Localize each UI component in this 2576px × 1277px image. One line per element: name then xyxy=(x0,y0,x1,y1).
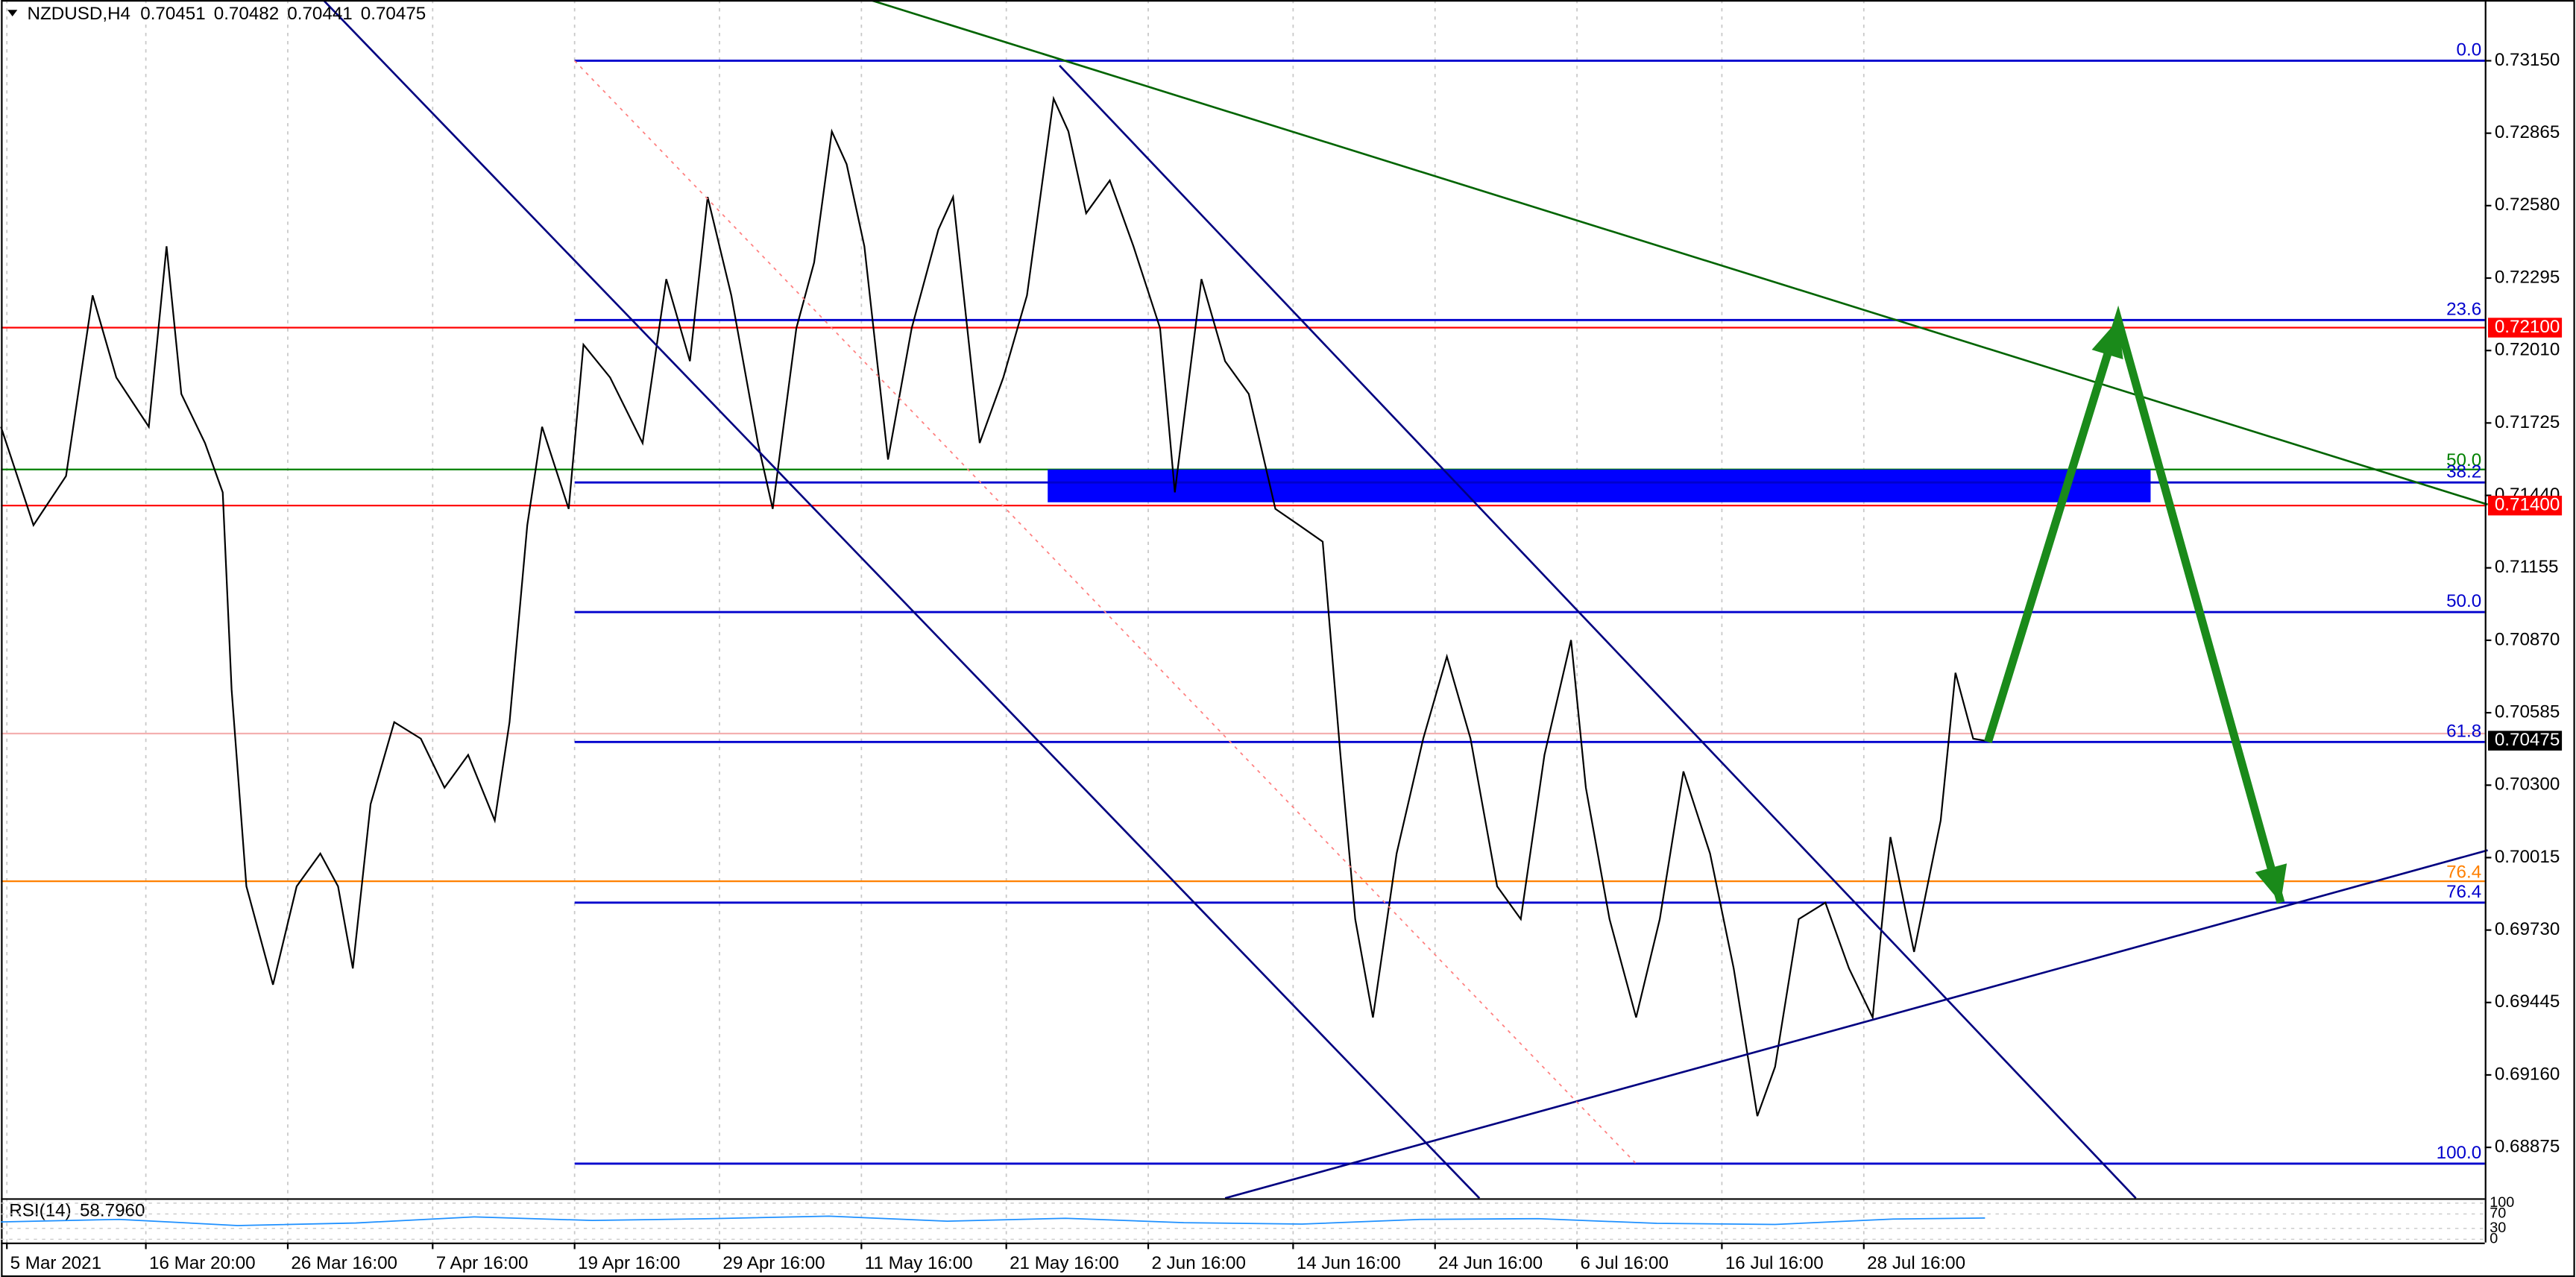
x-tick-label: 2 Jun 16:00 xyxy=(1151,1253,1246,1273)
fib-label: 61.8 xyxy=(2446,721,2481,741)
price-tag-label: 0.72100 xyxy=(2495,317,2560,337)
x-tick-label: 21 May 16:00 xyxy=(1010,1253,1119,1273)
ohlc-value: 0.70441 xyxy=(287,4,353,24)
y-tick-label: 0.72010 xyxy=(2495,340,2560,360)
level-label: 76.4 xyxy=(2446,863,2481,883)
y-tick-label: 0.69445 xyxy=(2495,991,2560,1012)
fib-label: 0.0 xyxy=(2457,40,2482,60)
x-tick-label: 24 Jun 16:00 xyxy=(1438,1253,1543,1273)
y-tick-label: 0.70015 xyxy=(2495,847,2560,867)
y-tick-label: 0.72580 xyxy=(2495,195,2560,215)
fib-label: 23.6 xyxy=(2446,299,2481,319)
fib-label: 50.0 xyxy=(2446,591,2481,611)
ohlc-value: 0.70451 xyxy=(140,4,205,24)
y-tick-label: 0.69730 xyxy=(2495,919,2560,939)
y-tick-label: 0.72295 xyxy=(2495,267,2560,287)
fib-label: 76.4 xyxy=(2446,882,2481,902)
trendline xyxy=(574,60,1637,1164)
rsi-tick-label: 30 xyxy=(2490,1220,2506,1236)
fib-label: 38.2 xyxy=(2446,461,2481,482)
rsi-tick-label: 0 xyxy=(2490,1231,2498,1247)
ohlc-value: 0.70482 xyxy=(214,4,279,24)
y-tick-label: 0.71725 xyxy=(2495,412,2560,432)
rsi-title: RSI(14) xyxy=(9,1200,71,1220)
fib-label: 100.0 xyxy=(2437,1143,2482,1163)
menu-triangle xyxy=(7,10,18,17)
trendline xyxy=(869,0,2488,506)
rsi-tick-label: 100 xyxy=(2490,1194,2514,1211)
ohlc-value: 0.70475 xyxy=(361,4,426,24)
price-tag xyxy=(2488,318,2563,338)
x-tick-label: 11 May 16:00 xyxy=(865,1253,973,1273)
zone xyxy=(1048,469,2151,502)
x-tick-label: 16 Mar 20:00 xyxy=(149,1253,256,1273)
x-tick-label: 14 Jun 16:00 xyxy=(1297,1253,1401,1273)
rsi-line xyxy=(1,1215,1985,1226)
rsi-tick-label: 70 xyxy=(2490,1205,2506,1222)
level-label: 50.0 xyxy=(2446,450,2481,470)
y-tick-label: 0.70300 xyxy=(2495,775,2560,795)
x-tick-label: 28 Jul 16:00 xyxy=(1867,1253,1965,1273)
y-tick-label: 0.69160 xyxy=(2495,1064,2560,1084)
arrow-head xyxy=(2091,320,2123,360)
rsi-value: 58.7960 xyxy=(80,1200,145,1220)
trendline xyxy=(322,0,1481,1199)
trendline xyxy=(1059,65,2137,1199)
y-tick-label: 0.68875 xyxy=(2495,1137,2560,1157)
y-tick-label: 0.70585 xyxy=(2495,701,2560,722)
x-tick-label: 26 Mar 16:00 xyxy=(291,1253,397,1273)
y-tick-label: 0.73150 xyxy=(2495,50,2560,70)
y-tick-label: 0.71155 xyxy=(2495,557,2559,577)
x-tick-label: 5 Mar 2021 xyxy=(10,1253,101,1273)
y-tick-label: 0.72865 xyxy=(2495,122,2560,142)
price-line xyxy=(0,95,1985,1117)
x-tick-label: 7 Apr 16:00 xyxy=(436,1253,529,1273)
x-tick-label: 19 Apr 16:00 xyxy=(578,1253,680,1273)
chart-title: NZDUSD,H4 xyxy=(28,4,131,24)
x-tick-label: 16 Jul 16:00 xyxy=(1725,1253,1824,1273)
x-tick-label: 29 Apr 16:00 xyxy=(722,1253,825,1273)
x-tick-label: 6 Jul 16:00 xyxy=(1580,1253,1668,1273)
price-tag xyxy=(2488,495,2563,516)
price-tag xyxy=(2488,731,2563,751)
price-tag-label: 0.70475 xyxy=(2495,730,2560,750)
trendline xyxy=(1224,849,2488,1199)
y-tick-label: 0.70870 xyxy=(2495,629,2560,649)
arrow-head xyxy=(2255,863,2287,903)
price-tag-label: 0.71400 xyxy=(2495,495,2560,515)
